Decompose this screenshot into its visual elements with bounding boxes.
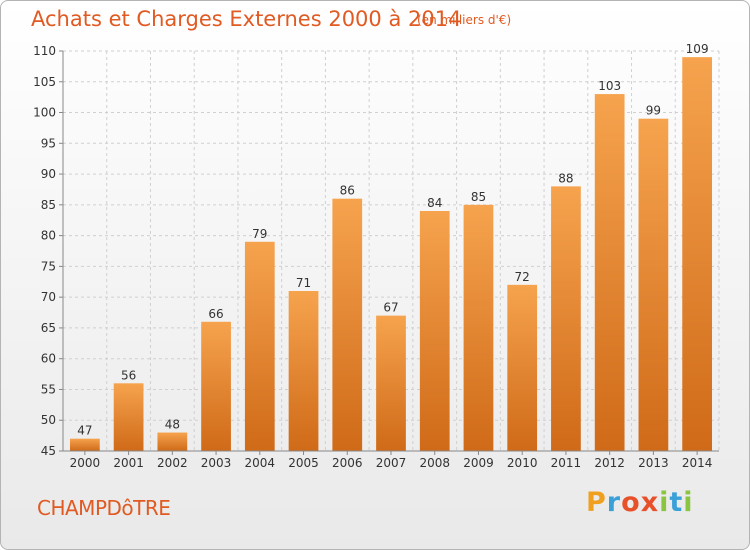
bar-value-label: 79 bbox=[252, 227, 267, 241]
y-tick-label: 50 bbox=[41, 413, 56, 427]
bar-value-label: 84 bbox=[427, 196, 442, 210]
bar-layer: 47 56 48 66 79 71 86 67 84 85 72 88 103 99 109 bbox=[69, 42, 713, 452]
bar bbox=[69, 438, 100, 451]
x-tick-label: 2007 bbox=[376, 456, 407, 470]
y-tick-label: 80 bbox=[41, 229, 56, 243]
y-tick-label: 70 bbox=[41, 290, 56, 304]
logo-letter: i bbox=[683, 487, 694, 518]
x-tick-label: 2009 bbox=[463, 456, 494, 470]
bar bbox=[288, 291, 319, 451]
bar bbox=[157, 432, 188, 451]
y-tick-label: 90 bbox=[41, 167, 56, 181]
x-tick-label: 2001 bbox=[113, 456, 144, 470]
bar-value-label: 109 bbox=[686, 42, 709, 56]
bar-value-label: 72 bbox=[515, 270, 530, 284]
bar-value-label: 103 bbox=[598, 79, 621, 93]
bar-value-label: 88 bbox=[558, 171, 573, 185]
bar-value-label: 48 bbox=[165, 418, 180, 432]
bar bbox=[376, 315, 406, 451]
bar-value-label: 67 bbox=[383, 301, 398, 315]
x-tick-label: 2005 bbox=[288, 456, 319, 470]
bar bbox=[594, 94, 625, 452]
logo-letter: i bbox=[659, 487, 670, 518]
y-tick-label: 95 bbox=[41, 136, 56, 150]
bar-value-label: 85 bbox=[471, 190, 486, 204]
bar-value-label: 99 bbox=[646, 104, 661, 118]
y-tick-label: 100 bbox=[33, 106, 56, 120]
bar bbox=[201, 321, 231, 451]
y-tick-label: 110 bbox=[33, 44, 56, 58]
bar-value-label: 66 bbox=[208, 307, 223, 321]
y-tick-label: 75 bbox=[41, 259, 56, 273]
x-tick-label: 2003 bbox=[201, 456, 232, 470]
y-tick-label: 85 bbox=[41, 198, 56, 212]
bar bbox=[638, 118, 669, 451]
bar bbox=[419, 211, 450, 451]
bar bbox=[113, 383, 144, 451]
logo-letter: t bbox=[669, 487, 684, 518]
axis-layer: 45 50 55 60 65 70 75 80 85 90 95 100 105 110 2000 2001 2… bbox=[33, 44, 719, 470]
x-tick-label: 2008 bbox=[419, 456, 450, 470]
bar bbox=[551, 186, 581, 451]
x-tick-label: 2002 bbox=[157, 456, 188, 470]
y-tick-label: 65 bbox=[41, 321, 56, 335]
bar bbox=[682, 57, 713, 452]
bar bbox=[244, 241, 275, 451]
x-tick-label: 2010 bbox=[507, 456, 538, 470]
logo-letter: x bbox=[640, 487, 660, 518]
logo-letter: o bbox=[621, 487, 641, 518]
bar-value-label: 56 bbox=[121, 368, 136, 382]
bar bbox=[507, 284, 538, 451]
proxiti-logo: Proxiti bbox=[586, 487, 694, 518]
bar bbox=[332, 198, 363, 451]
bar-value-label: 71 bbox=[296, 276, 311, 290]
x-tick-label: 2014 bbox=[682, 456, 713, 470]
x-tick-label: 2006 bbox=[332, 456, 363, 470]
logo-letter: r bbox=[606, 487, 622, 518]
bar-value-label: 47 bbox=[77, 424, 92, 438]
y-tick-label: 45 bbox=[41, 444, 56, 458]
y-tick-label: 55 bbox=[41, 382, 56, 396]
y-tick-label: 105 bbox=[33, 75, 56, 89]
x-tick-label: 2013 bbox=[638, 456, 669, 470]
y-tick-label: 60 bbox=[41, 352, 56, 366]
x-tick-label: 2012 bbox=[594, 456, 625, 470]
x-tick-label: 2004 bbox=[245, 456, 276, 470]
bar-value-label: 86 bbox=[340, 184, 355, 198]
chart-title: Achats et Charges Externes 2000 à 2014 bbox=[31, 7, 462, 31]
commune-name: CHAMPDôTRE bbox=[37, 496, 171, 520]
x-tick-label: 2011 bbox=[551, 456, 582, 470]
logo-letter: P bbox=[586, 487, 607, 518]
chart-unit-note: (en milliers d'€) bbox=[417, 13, 512, 27]
x-tick-label: 2000 bbox=[70, 456, 101, 470]
bar bbox=[463, 204, 494, 451]
